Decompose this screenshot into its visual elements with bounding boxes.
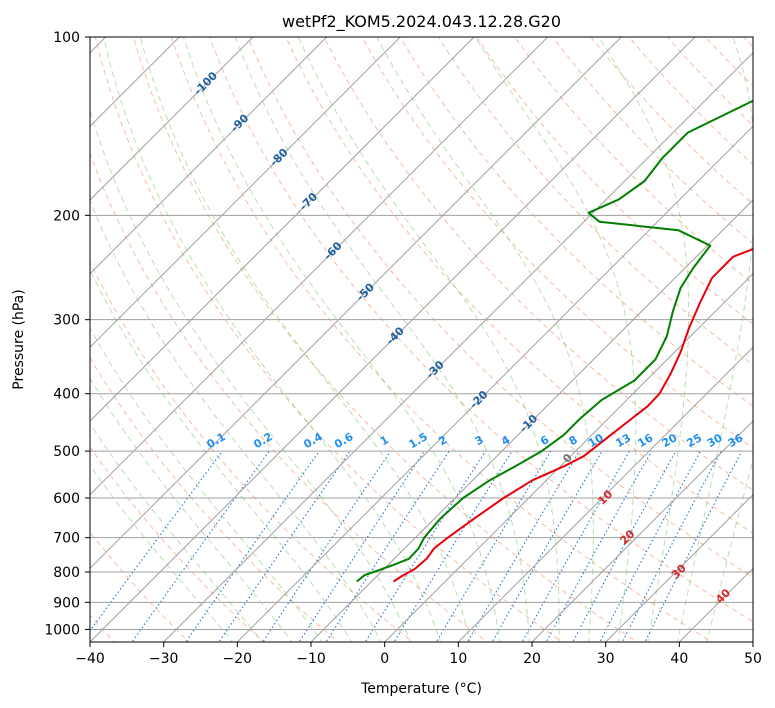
mixing-ratio-line [325, 450, 450, 642]
isotherm-line [236, 125, 753, 642]
mixing-ratio-line [185, 450, 320, 642]
moist-adiabat-line [90, 199, 382, 642]
isobar-gridlines [90, 37, 753, 630]
dry-adiabat-line [361, 37, 753, 449]
isotherm-line [90, 37, 549, 496]
x-tick-label: −20 [223, 651, 253, 667]
isotherm-line [90, 37, 328, 275]
y-tick-label: 1000 [44, 622, 80, 638]
dry-adiabat-line [90, 152, 489, 642]
x-axis-ticks: −40 −30 −20 −10 0 10 20 30 40 50 [75, 642, 762, 667]
mixing-ratio-line [90, 450, 223, 632]
dry-adiabat-line [514, 37, 753, 285]
x-tick-label: 40 [670, 651, 688, 667]
dewpoint-profile-line [356, 99, 753, 583]
dry-adiabat-line [209, 37, 753, 623]
x-axis-label: Temperature (°C) [360, 681, 482, 697]
mixing-ratio-line [218, 450, 351, 642]
dry-adiabat-line [285, 37, 753, 535]
skewed-isotherms [90, 37, 753, 642]
mixing-ratio-line [572, 450, 677, 642]
x-tick-label: −30 [149, 651, 179, 667]
x-tick-label: 50 [744, 651, 762, 667]
isotherm-line [162, 51, 753, 642]
dry-adiabat-line [399, 37, 753, 407]
mixing-ratio-line [466, 450, 580, 642]
x-tick-label: 0 [380, 651, 389, 667]
isotherm-line [90, 37, 254, 201]
dry-adiabat-line [247, 37, 753, 578]
y-axis-ticks: 100 200 300 400 500 600 700 800 900 1000 [44, 30, 90, 638]
mixing-ratio-line [262, 450, 392, 642]
mixing-ratio-line [393, 450, 513, 642]
plot-area: -100-90-80-70-60-50-40-30-20-10010203040… [90, 37, 753, 642]
moist-adiabat-line [90, 109, 412, 642]
y-tick-label: 800 [53, 565, 80, 581]
dry-adiabat-line [323, 37, 753, 491]
sounding-profiles [356, 99, 753, 583]
temperature-profile-line [393, 247, 753, 583]
y-tick-label: 200 [53, 208, 80, 224]
y-tick-label: 600 [53, 491, 80, 507]
x-tick-label: −10 [296, 651, 326, 667]
isotherm-line [310, 199, 753, 642]
mixing-ratio-line [131, 450, 270, 642]
chart-title: wetPf2_KOM5.2024.043.12.28.G20 [282, 12, 561, 32]
y-axis-label: Pressure (hPa) [11, 289, 27, 389]
y-tick-label: 100 [53, 30, 80, 46]
y-tick-label: 500 [53, 444, 80, 460]
mixing-ratio-line [621, 450, 722, 642]
x-tick-label: 30 [597, 651, 615, 667]
isotherm-line [90, 37, 475, 422]
dry-adiabat-line [170, 37, 713, 642]
dry-adiabat-line [476, 37, 753, 325]
mixing-ratio-line [298, 450, 425, 642]
y-tick-label: 900 [53, 595, 80, 611]
y-tick-label: 700 [53, 531, 80, 547]
y-tick-label: 400 [53, 387, 80, 403]
isotherm-line [90, 37, 696, 642]
x-tick-label: −40 [75, 651, 105, 667]
isotherm-line [90, 37, 402, 349]
mixing-ratio-line [599, 450, 701, 642]
x-tick-label: 10 [449, 651, 467, 667]
y-tick-label: 300 [53, 313, 80, 329]
isotherm-line [457, 346, 753, 642]
x-tick-label: 20 [523, 651, 541, 667]
axes-frame [89, 36, 754, 643]
isotherm-line [531, 420, 753, 642]
isotherm-line [383, 272, 753, 642]
isotherm-line [90, 37, 623, 570]
isotherm-line [604, 493, 753, 642]
